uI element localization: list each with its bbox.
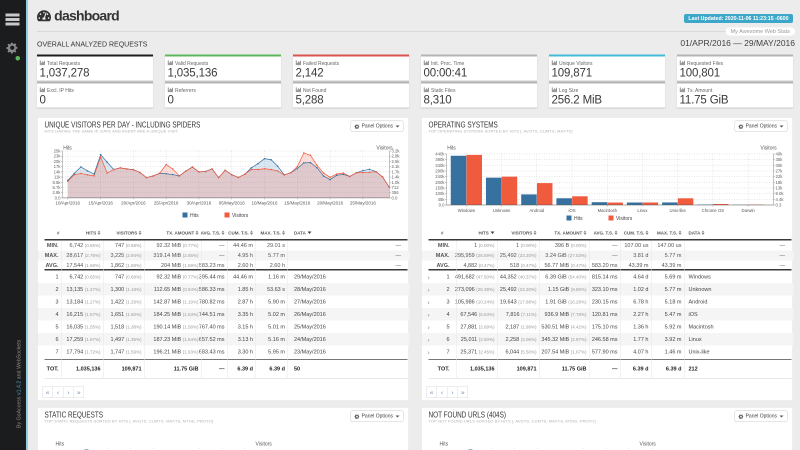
- svg-text:2.8k: 2.8k: [52, 190, 61, 195]
- svg-text:20k: 20k: [54, 159, 62, 164]
- svg-text:05/May/2016: 05/May/2016: [219, 201, 246, 206]
- svg-text:30k: 30k: [776, 163, 784, 168]
- svg-text:0.3: 0.3: [776, 203, 783, 208]
- svg-text:20/May/2016: 20/May/2016: [317, 201, 344, 206]
- svg-text:100k: 100k: [435, 191, 445, 196]
- svg-text:Hits: Hits: [56, 442, 65, 448]
- svg-text:Hits: Hits: [574, 216, 583, 222]
- svg-text:Macintosh: Macintosh: [598, 208, 618, 213]
- svg-text:25k: 25k: [54, 149, 62, 154]
- svg-text:340k: 340k: [435, 163, 445, 168]
- svg-text:13k: 13k: [776, 185, 784, 190]
- svg-text:11k: 11k: [54, 175, 61, 180]
- svg-text:45k: 45k: [438, 197, 446, 202]
- svg-text:Chrome OS: Chrome OS: [702, 208, 725, 213]
- svg-text:2.1k: 2.1k: [392, 164, 401, 169]
- svg-text:14k: 14k: [54, 169, 62, 174]
- svg-text:Linux: Linux: [637, 208, 648, 213]
- svg-text:40k: 40k: [776, 151, 784, 156]
- svg-text:Visitors: Visitors: [760, 146, 777, 152]
- svg-text:1.7k: 1.7k: [392, 169, 401, 174]
- svg-text:Hits: Hits: [63, 146, 72, 152]
- svg-text:17k: 17k: [54, 164, 62, 169]
- svg-text:20/Apr/2016: 20/Apr/2016: [121, 201, 146, 206]
- svg-text:2.5k: 2.5k: [392, 159, 401, 164]
- svg-text:25/Apr/2016: 25/Apr/2016: [154, 201, 179, 206]
- svg-text:15/Apr/2016: 15/Apr/2016: [88, 201, 113, 206]
- svg-text:4.4k: 4.4k: [776, 197, 785, 202]
- svg-text:15/May/2016: 15/May/2016: [284, 201, 311, 206]
- svg-text:1.4k: 1.4k: [392, 175, 401, 180]
- svg-text:Hits: Hits: [190, 213, 199, 219]
- svg-text:Windows: Windows: [458, 208, 475, 213]
- svg-text:Visitors: Visitors: [640, 442, 657, 448]
- svg-text:Unix-like: Unix-like: [670, 208, 687, 213]
- svg-text:2.8k: 2.8k: [392, 154, 401, 159]
- svg-text:Visitors: Visitors: [616, 216, 633, 222]
- svg-text:Unknown: Unknown: [493, 208, 511, 213]
- svg-text:Visitors: Visitors: [232, 213, 249, 219]
- svg-text:3.2k: 3.2k: [392, 149, 401, 154]
- svg-text:5.7k: 5.7k: [52, 185, 61, 190]
- svg-text:10/May/2016: 10/May/2016: [252, 201, 279, 206]
- svg-text:10/Apr/2016: 10/Apr/2016: [56, 201, 81, 206]
- svg-text:Hits: Hits: [440, 442, 449, 448]
- svg-text:712: 712: [392, 185, 400, 190]
- svg-text:150k: 150k: [435, 185, 445, 190]
- svg-text:290k: 290k: [435, 168, 445, 173]
- svg-text:Visitors: Visitors: [376, 146, 393, 152]
- svg-text:iOS: iOS: [568, 208, 575, 213]
- svg-text:Darwin: Darwin: [742, 208, 756, 213]
- svg-text:Android: Android: [529, 208, 544, 213]
- svg-text:18k: 18k: [776, 180, 784, 185]
- svg-text:30/Apr/2016: 30/Apr/2016: [187, 201, 212, 206]
- svg-text:0.0: 0.0: [439, 203, 446, 208]
- svg-text:356: 356: [392, 190, 400, 195]
- svg-text:22k: 22k: [776, 174, 784, 179]
- svg-text:440k: 440k: [435, 151, 445, 156]
- svg-text:25/May/2016: 25/May/2016: [350, 201, 377, 206]
- svg-text:Hits: Hits: [447, 146, 456, 152]
- svg-text:8.5k: 8.5k: [52, 180, 61, 185]
- svg-text:390k: 390k: [435, 157, 445, 162]
- svg-text:240k: 240k: [435, 174, 445, 179]
- svg-text:23k: 23k: [54, 154, 62, 159]
- svg-text:200k: 200k: [435, 180, 445, 185]
- svg-text:35k: 35k: [776, 157, 784, 162]
- svg-text:0.0: 0.0: [55, 195, 62, 200]
- svg-text:27k: 27k: [776, 168, 784, 173]
- svg-text:9.0k: 9.0k: [776, 191, 785, 196]
- svg-text:0.0: 0.0: [392, 195, 399, 200]
- svg-text:1.0k: 1.0k: [392, 180, 401, 185]
- svg-text:Visitors: Visitors: [256, 442, 273, 448]
